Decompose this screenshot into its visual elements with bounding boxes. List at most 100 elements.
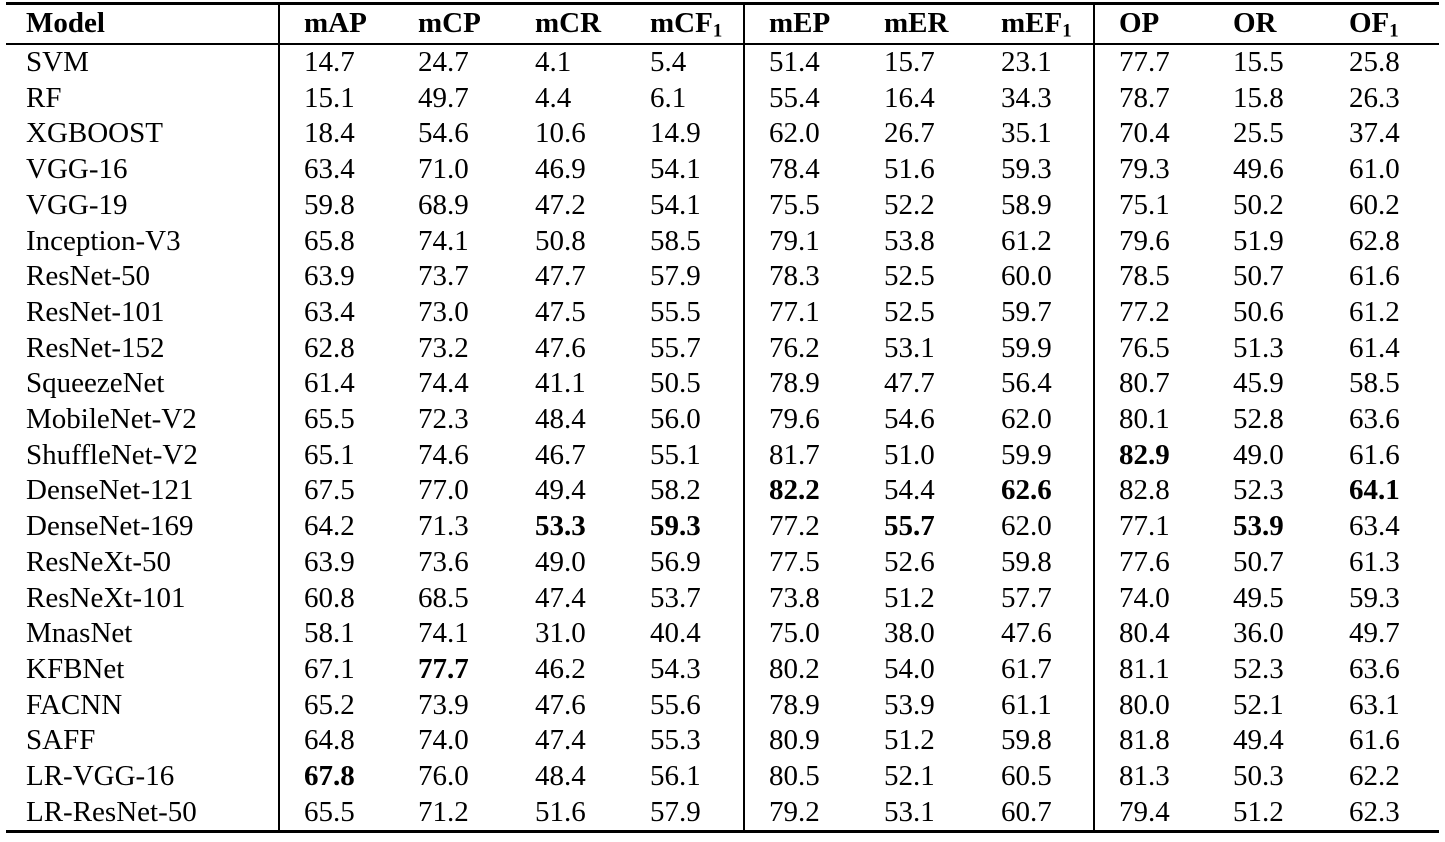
metric-cell: 37.4 <box>1349 117 1400 150</box>
metric-cell: 62.0 <box>743 116 860 153</box>
metric-cell: 55.7 <box>650 331 701 364</box>
results-table: Model mAP mCP mCR mCF1 mEP mER mEF1 OP OR OF1 SVM 1… <box>6 2 1439 834</box>
metric-cell: 10.6 <box>535 117 586 150</box>
metric-cell: 50.7 <box>1233 260 1284 293</box>
metric-cell: 73.2 <box>418 331 469 364</box>
column-header-label: mEF <box>1001 7 1063 40</box>
table-row: Inception-V3 65.8 74.1 50.8 58.5 79.1 53.8 61.2… <box>6 223 1439 260</box>
metric-cell: 15.8 <box>1233 81 1284 114</box>
metric-cell: 40.4 <box>650 617 701 650</box>
metric-cell: 54.1 <box>650 153 701 186</box>
model-name-cell: VGG-16 <box>26 153 128 186</box>
metric-cell: 52.3 <box>1233 652 1284 685</box>
metric-cell: 80.4 <box>1093 616 1209 652</box>
metric-cell: 48.4 <box>535 403 586 436</box>
metric-cell: 59.3 <box>1349 581 1400 614</box>
metric-cell: 56.4 <box>1001 367 1052 400</box>
metric-cell: 51.6 <box>884 153 935 186</box>
metric-cell: 47.6 <box>535 688 586 721</box>
metric-cell: 61.4 <box>1349 331 1400 364</box>
model-name-cell: ResNeXt-101 <box>26 581 186 614</box>
metric-cell: 82.9 <box>1093 437 1209 474</box>
metric-cell: 82.2 <box>743 473 860 510</box>
model-name-cell: DenseNet-169 <box>26 510 194 543</box>
metric-cell: 73.0 <box>418 295 469 328</box>
metric-cell: 59.3 <box>1001 153 1052 186</box>
metric-cell: 81.1 <box>1093 651 1209 688</box>
metric-cell: 78.7 <box>1093 80 1209 117</box>
column-header-subscript: 1 <box>1389 20 1399 42</box>
metric-cell: 65.8 <box>278 223 394 260</box>
metric-cell: 74.1 <box>418 617 469 650</box>
metric-cell: 53.1 <box>860 794 977 834</box>
metric-cell: 60.2 <box>1349 188 1400 221</box>
model-name-cell: LR-ResNet-50 <box>6 794 279 834</box>
metric-cell: 52.2 <box>884 188 935 221</box>
metric-cell: 47.7 <box>535 260 586 293</box>
metric-cell: 49.5 <box>1233 581 1284 614</box>
column-header-of1: OF1 <box>1325 4 1439 45</box>
metric-cell: 75.1 <box>1093 187 1209 224</box>
metric-cell: 74.4 <box>418 367 469 400</box>
metric-cell: 59.9 <box>1001 438 1052 471</box>
metric-cell: 47.2 <box>535 188 586 221</box>
metric-cell: 15.5 <box>1233 46 1284 78</box>
model-name-cell: MobileNet-V2 <box>26 403 197 436</box>
metric-cell: 50.6 <box>1233 295 1284 328</box>
metric-cell: 77.6 <box>1093 544 1209 581</box>
metric-cell: 74.0 <box>418 724 469 757</box>
metric-cell: 26.3 <box>1349 81 1400 114</box>
metric-cell: 71.3 <box>418 510 469 543</box>
metric-cell: 81.7 <box>743 437 860 474</box>
model-name-cell: Inception-V3 <box>26 224 181 257</box>
table-row: SVM 14.7 24.7 4.1 5.4 51.4 15.7 23.1 77.7 15.5 25.… <box>6 44 1439 81</box>
model-name-cell: ResNeXt-50 <box>26 545 171 578</box>
metric-cell: 59.8 <box>1001 724 1052 757</box>
metric-cell: 77.5 <box>743 544 860 581</box>
metric-cell: 76.5 <box>1093 330 1209 367</box>
metric-cell: 15.1 <box>278 80 394 117</box>
metric-cell: 52.5 <box>884 295 935 328</box>
table-row: DenseNet-121 67.5 77.0 49.4 58.2 82.2 54.4 62.6… <box>6 473 1439 510</box>
column-header-label: mER <box>884 7 949 40</box>
metric-cell: 80.2 <box>743 651 860 688</box>
metric-cell: 77.7 <box>1093 44 1209 81</box>
metric-cell: 80.1 <box>1093 402 1209 438</box>
metric-cell: 52.8 <box>1233 403 1284 436</box>
metric-cell: 80.7 <box>1093 366 1209 403</box>
metric-cell: 79.6 <box>743 402 860 438</box>
metric-cell: 62.8 <box>1349 224 1400 257</box>
metric-cell: 51.6 <box>511 794 626 834</box>
metric-cell: 35.1 <box>1001 117 1052 150</box>
metric-cell: 51.0 <box>884 438 935 471</box>
table-row: SqueezeNet 61.4 74.4 41.1 50.5 78.9 47.7 56.4 80… <box>6 366 1439 403</box>
column-header-mcp: mCP <box>394 4 511 45</box>
metric-cell: 65.5 <box>278 402 394 438</box>
metric-cell: 55.4 <box>743 80 860 117</box>
metric-cell: 67.1 <box>278 651 394 688</box>
metric-cell: 73.7 <box>418 260 469 293</box>
column-header-mef1: mEF1 <box>977 4 1094 45</box>
column-header-mcr: mCR <box>511 4 626 45</box>
model-name-cell: RF <box>26 81 62 114</box>
metric-cell: 51.2 <box>1209 794 1325 834</box>
metric-cell: 76.0 <box>418 760 469 793</box>
table-header: Model mAP mCP mCR mCF1 mEP mER mEF1 OP OR OF1 <box>6 3 1439 45</box>
model-name-cell: ResNet-50 <box>26 260 151 293</box>
model-name-cell: KFBNet <box>26 652 125 685</box>
metric-cell: 78.3 <box>743 259 860 295</box>
metric-cell: 72.3 <box>418 403 469 436</box>
metric-cell: 58.5 <box>1349 367 1400 400</box>
metric-cell: 57.9 <box>650 260 701 293</box>
metric-cell: 47.6 <box>1001 617 1052 650</box>
metric-cell: 62.0 <box>1001 403 1052 436</box>
metric-cell: 58.9 <box>1001 188 1052 221</box>
metric-cell: 51.4 <box>743 44 860 81</box>
metric-cell: 62.0 <box>1001 510 1052 543</box>
metric-cell: 45.9 <box>1233 367 1284 400</box>
metric-cell: 62.2 <box>1349 760 1400 793</box>
metric-cell: 50.3 <box>1233 760 1284 793</box>
column-header-mer: mER <box>860 4 977 45</box>
metric-cell: 53.9 <box>1233 510 1284 543</box>
table-row: VGG-19 59.8 68.9 47.2 54.1 75.5 52.2 58.9 75.1 50… <box>6 187 1439 224</box>
